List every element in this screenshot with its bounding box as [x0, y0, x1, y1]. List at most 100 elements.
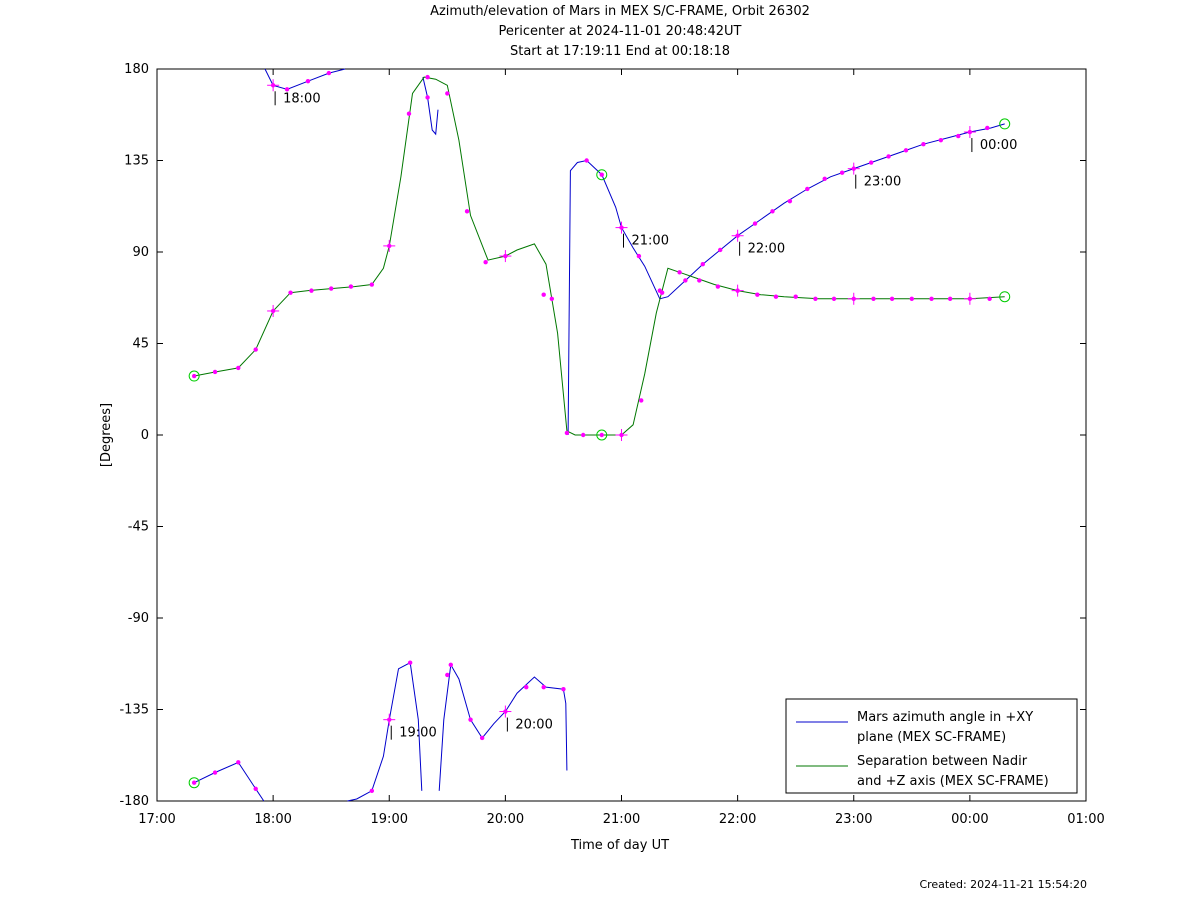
data-point: [956, 133, 961, 139]
data-point: [636, 253, 642, 259]
data-point: [236, 760, 241, 765]
created-timestamp: Created: 2024-11-21 15:54:20: [919, 878, 1087, 891]
data-point: [909, 296, 915, 301]
data-point: [677, 270, 682, 275]
y-tick-label: 90: [132, 245, 149, 260]
y-tick-label: 45: [132, 337, 149, 352]
data-point: [929, 296, 934, 301]
data-point: [326, 70, 332, 76]
legend-label-separation-2: and +Z axis (MEX SC-FRAME): [857, 774, 1049, 789]
data-point: [947, 296, 953, 301]
hour-cross-marker: [615, 429, 628, 441]
data-point: [253, 786, 258, 791]
x-tick-label: 21:00: [603, 812, 640, 827]
data-point: [191, 373, 197, 379]
endpoint-circle-marker: [596, 169, 608, 181]
data-point: [938, 137, 944, 143]
data-point: [212, 770, 218, 775]
y-axis-label: [Degrees]: [99, 403, 114, 467]
data-point: [871, 296, 876, 301]
data-point: [831, 296, 837, 301]
data-point: [541, 292, 546, 297]
hour-cross-marker: [499, 705, 512, 718]
time-annotation-label: 21:00: [632, 234, 669, 249]
y-tick-label: -135: [119, 703, 149, 718]
data-point: [770, 209, 775, 214]
data-point: [369, 788, 375, 794]
legend-label-separation-1: Separation between Nadir: [857, 754, 1028, 769]
hour-cross-marker: [731, 284, 744, 297]
time-annotation-label: 20:00: [515, 718, 552, 733]
data-point: [445, 672, 450, 678]
x-tick-label: 01:00: [1067, 812, 1104, 827]
chart-subtitle-pericenter: Pericenter at 2024-11-01 20:48:42UT: [498, 24, 742, 39]
y-tick-label: -180: [119, 794, 149, 809]
data-point: [561, 686, 566, 692]
time-annotation-label: 18:00: [283, 91, 320, 106]
data-point: [868, 160, 874, 165]
hour-cross-marker: [383, 713, 396, 726]
endpoint-circle-marker: [188, 777, 200, 789]
data-point: [813, 296, 818, 301]
data-point: [793, 294, 798, 299]
data-point: [524, 684, 529, 690]
data-point: [348, 284, 354, 289]
series-markers: [188, 70, 1011, 794]
data-point: [549, 296, 555, 301]
hour-cross-marker: [267, 304, 280, 317]
hour-cross-marker: [267, 79, 280, 92]
data-point: [305, 79, 311, 84]
hour-cross-marker: [847, 162, 860, 175]
x-tick-label: 23:00: [835, 812, 872, 827]
data-point: [773, 294, 779, 299]
chart-title: Azimuth/elevation of Mars in MEX S/C-FRA…: [430, 4, 810, 19]
data-point: [445, 91, 450, 96]
time-annotation-label: 23:00: [864, 175, 901, 190]
data-point: [284, 87, 290, 92]
data-point: [822, 176, 827, 181]
series-line-separation: [194, 76, 1005, 436]
hour-cross-marker: [847, 292, 860, 305]
y-tick-label: 180: [124, 62, 149, 77]
x-tick-label: 17:00: [138, 812, 175, 827]
data-point: [683, 278, 688, 283]
data-point: [657, 288, 663, 293]
hour-cross-marker: [963, 292, 976, 305]
y-tick-label: 0: [141, 428, 149, 443]
data-point: [448, 662, 453, 667]
data-point: [328, 286, 334, 291]
data-point: [805, 186, 810, 192]
data-point: [987, 296, 992, 301]
data-point: [468, 717, 473, 722]
axis-ticks: 17:00 18:00 19:00 20:00 21:00 22:00 23:00 00:00…: [119, 62, 1104, 827]
data-point: [639, 398, 644, 403]
data-point: [191, 780, 197, 785]
data-point: [483, 259, 488, 265]
x-tick-label: 20:00: [487, 812, 524, 827]
data-point: [839, 170, 845, 175]
endpoint-circle-marker: [999, 291, 1011, 303]
data-point: [697, 278, 702, 283]
data-point: [406, 111, 412, 116]
data-point: [752, 221, 758, 226]
data-point: [564, 430, 570, 436]
time-annotation-label: 22:00: [748, 242, 785, 257]
data-point: [212, 369, 218, 375]
data-point: [464, 209, 470, 214]
x-axis-label: Time of day UT: [570, 838, 669, 853]
data-point: [886, 154, 891, 159]
time-annotations: 18:00 19:00 20:00 21:00 22:00 23:00 00:00: [274, 91, 1017, 741]
hour-cross-marker: [615, 221, 628, 234]
data-point: [236, 365, 241, 371]
time-annotation-label: 00:00: [980, 138, 1017, 153]
endpoint-circle-marker: [596, 429, 608, 441]
data-point: [425, 95, 430, 100]
y-tick-label: -45: [128, 520, 149, 535]
x-tick-label: 18:00: [254, 812, 291, 827]
data-point: [309, 288, 314, 293]
y-tick-label: 135: [124, 154, 149, 169]
data-point: [369, 282, 375, 287]
hour-cross-marker: [499, 250, 512, 263]
time-annotation-label: 19:00: [399, 726, 436, 741]
